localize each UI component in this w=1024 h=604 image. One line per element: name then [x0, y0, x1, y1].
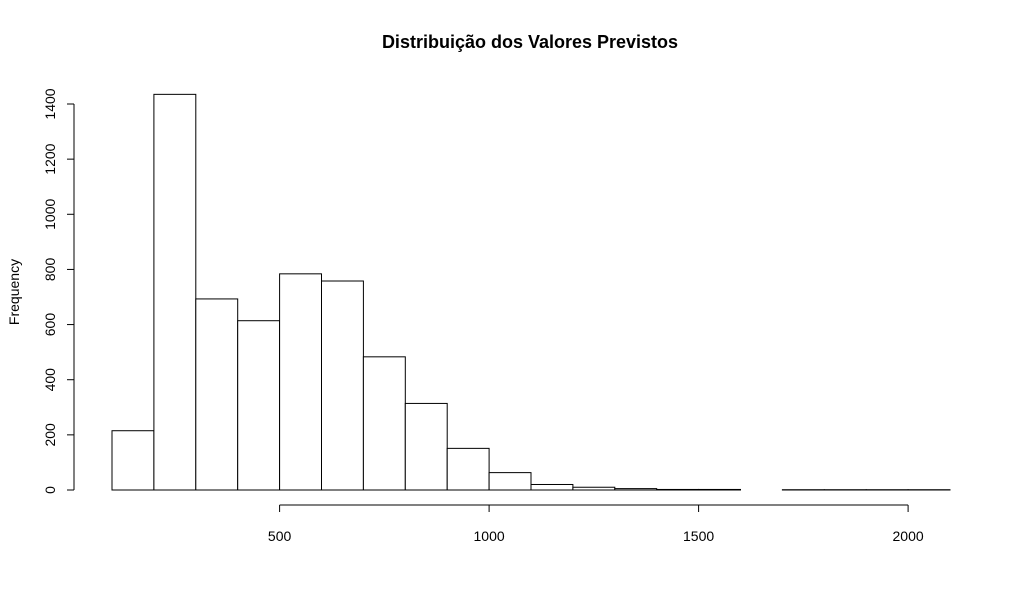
y-tick-label: 400 [42, 368, 58, 392]
histogram-bar [530, 483, 574, 491]
x-tick-label: 500 [268, 528, 292, 544]
y-tick-label: 1000 [42, 199, 58, 230]
histogram-bar [153, 93, 197, 491]
y-tick-label: 1200 [42, 143, 58, 174]
histogram-bar [698, 488, 741, 491]
histogram-bar [279, 273, 323, 491]
bars-group [111, 93, 951, 491]
x-tick-label: 2000 [893, 528, 924, 544]
histogram-bar [446, 447, 490, 491]
chart-title: Distribuição dos Valores Previstos [382, 32, 678, 52]
y-tick-label: 800 [42, 258, 58, 282]
y-tick-label: 0 [42, 486, 58, 494]
histogram-bar [111, 430, 155, 491]
y-tick-label: 600 [42, 313, 58, 337]
histogram-bar [237, 320, 281, 491]
histogram-bar [404, 402, 448, 491]
x-axis: 500 1000 1500 2000 [268, 504, 924, 544]
y-tick-label: 1400 [42, 88, 58, 119]
histogram-bar [195, 298, 239, 491]
histogram-bar [572, 486, 616, 491]
x-tick-label: 1000 [474, 528, 505, 544]
histogram-bar [488, 472, 532, 491]
histogram-bar [656, 488, 700, 491]
y-axis: 0 200 400 600 800 1000 1200 1400 [42, 88, 75, 494]
y-tick-label: 200 [42, 423, 58, 447]
histogram-bar [614, 488, 658, 491]
histogram-bar [321, 280, 364, 491]
x-tick-label: 1500 [683, 528, 714, 544]
histogram-bar [362, 356, 406, 491]
y-axis-label: Frequency [6, 259, 22, 325]
